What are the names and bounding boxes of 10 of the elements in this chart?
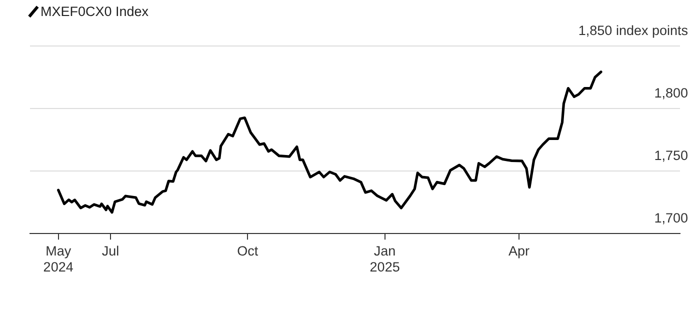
x-tick-label: Jan 2025 — [370, 243, 400, 275]
y-tick-label: 1,850 index points — [578, 22, 688, 38]
legend-label: MXEF0CX0 Index — [40, 4, 149, 19]
y-tick-label: 1,750 — [654, 148, 688, 164]
x-tick-label: May 2024 — [43, 243, 74, 275]
x-tick-label: Jul — [102, 243, 120, 258]
x-tick-label: Apr — [508, 243, 530, 258]
y-tick-label: 1,700 — [654, 210, 688, 226]
x-tick-label: Oct — [237, 243, 258, 258]
y-tick-label: 1,800 — [654, 86, 688, 100]
